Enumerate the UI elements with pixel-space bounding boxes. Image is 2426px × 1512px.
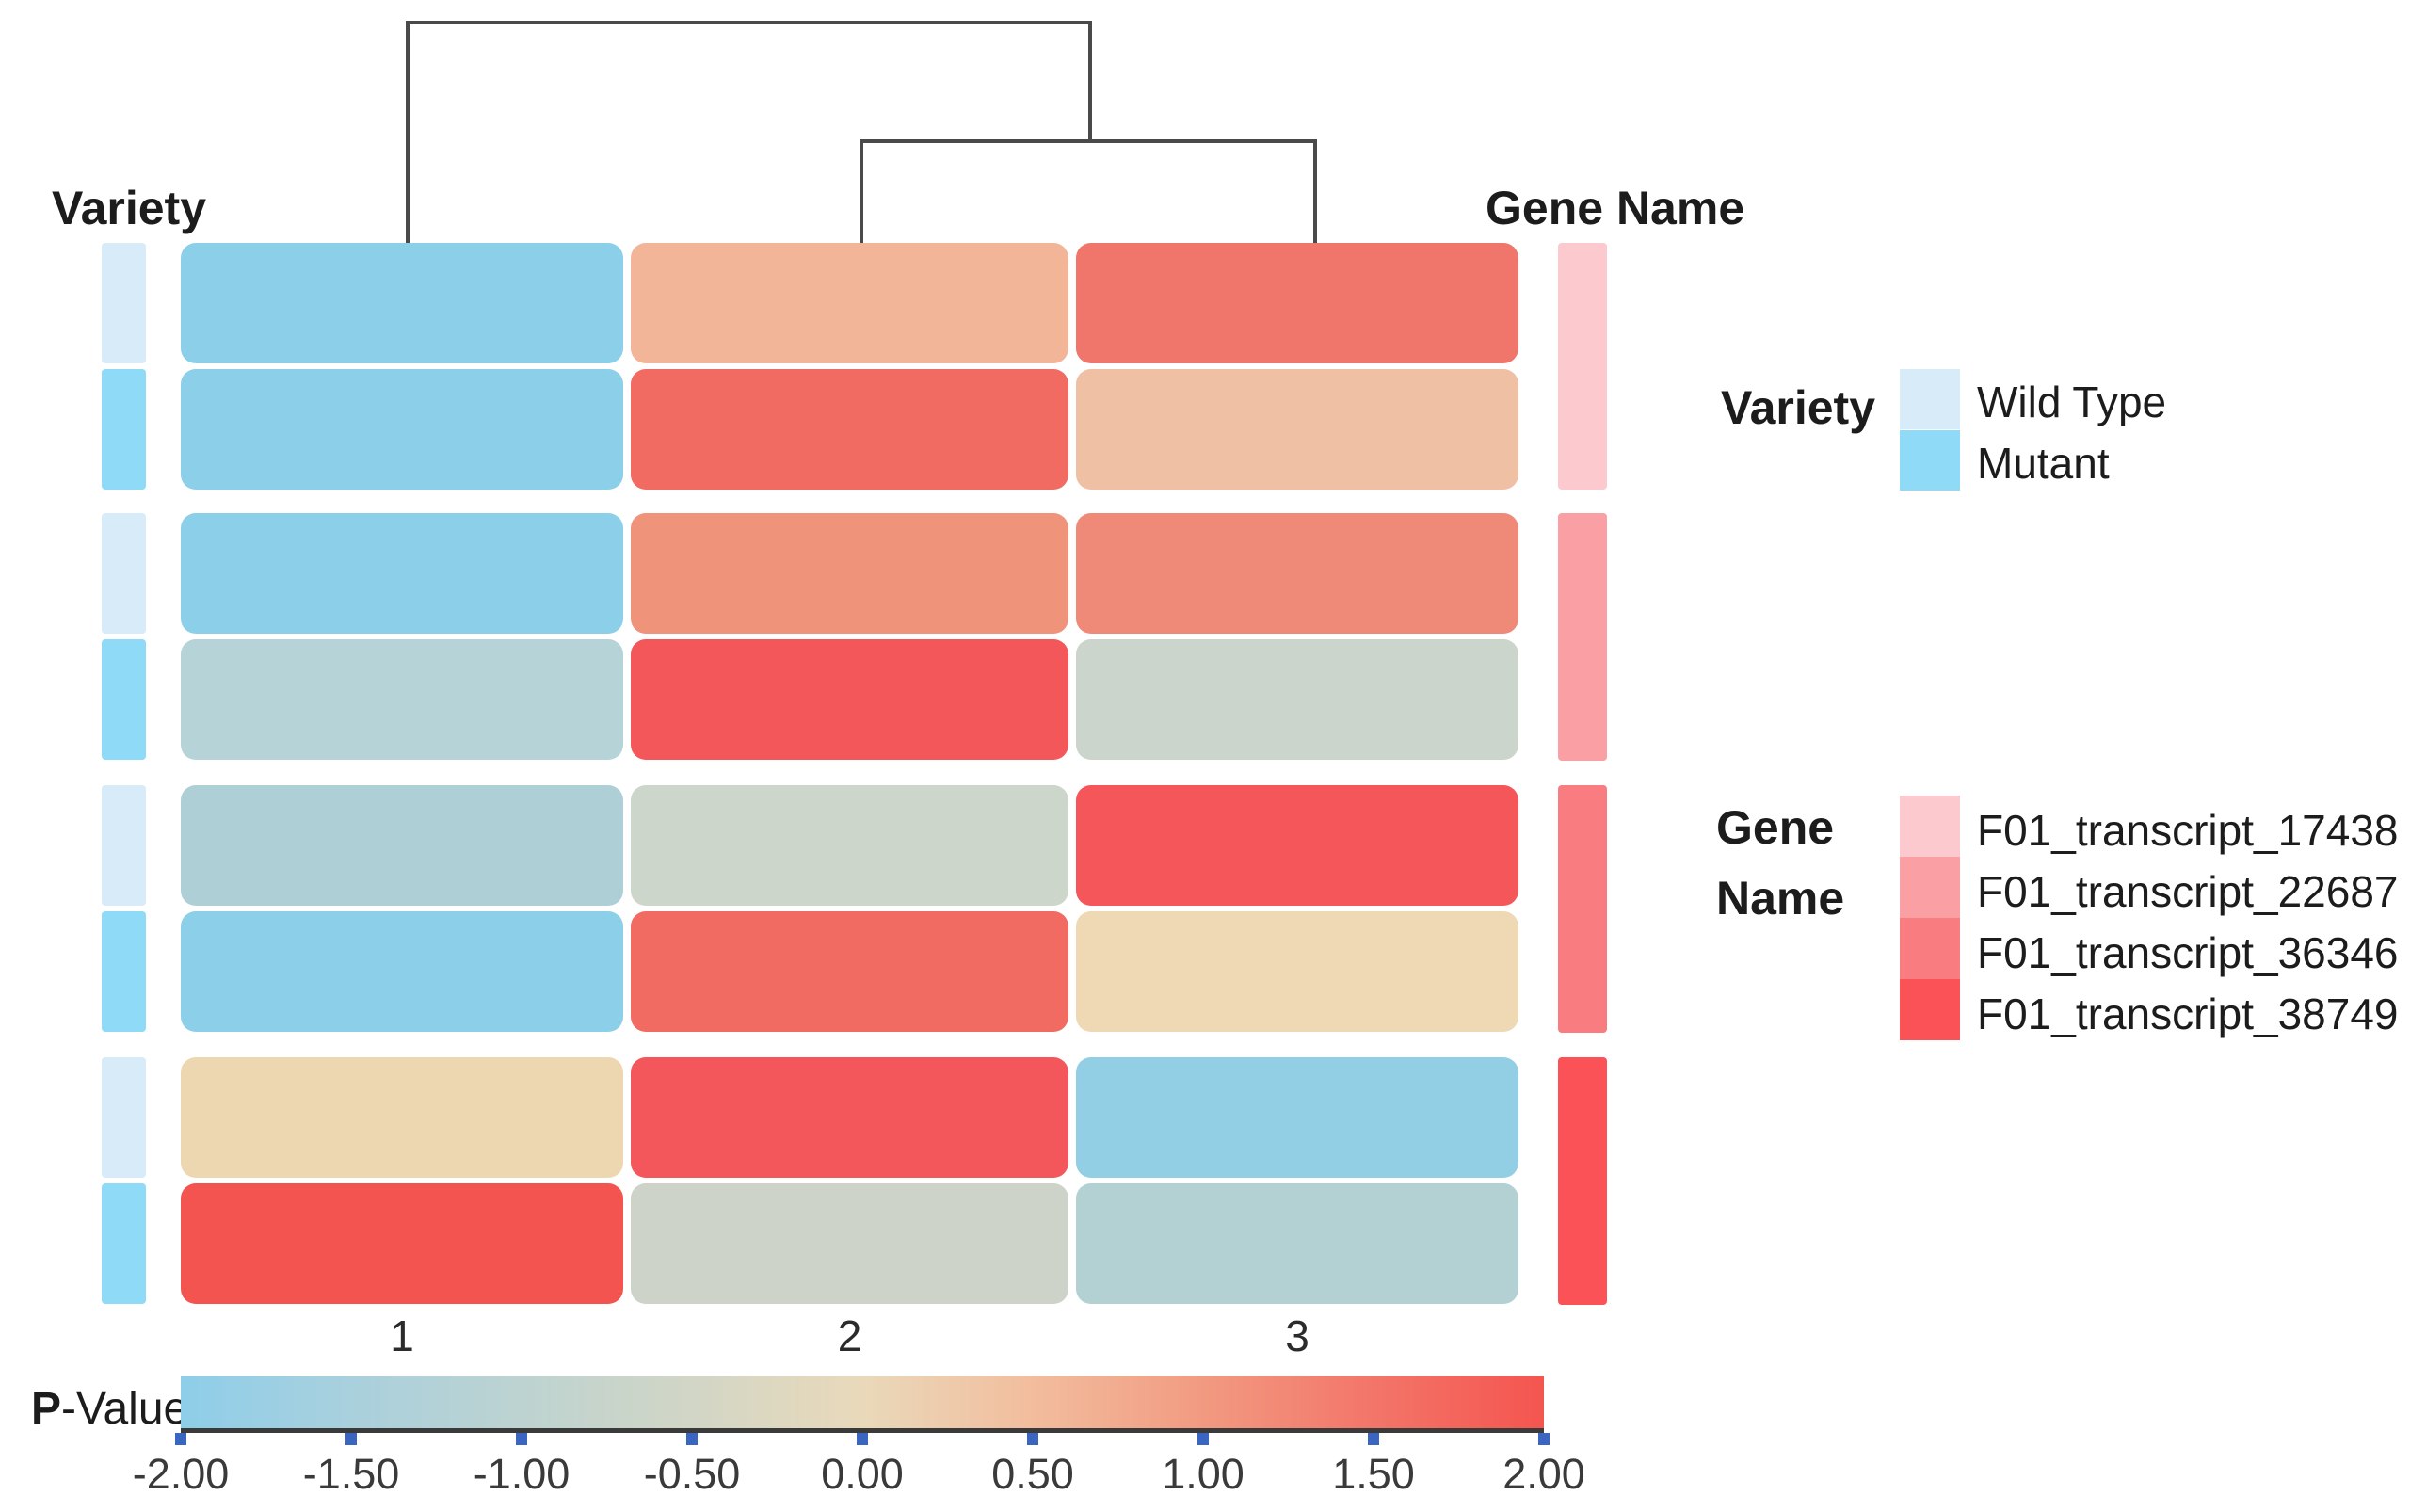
variety-annotation (102, 1183, 146, 1304)
gene-legend-swatch (1900, 796, 1960, 857)
gene-annotation (1558, 1057, 1607, 1305)
colorbar-tick-label: -1.50 (302, 1450, 400, 1498)
variety-annotation (102, 243, 146, 363)
colorbar-tick-label: -2.00 (132, 1450, 230, 1498)
heatmap-cell (631, 513, 1068, 634)
variety-legend-swatch (1900, 430, 1960, 491)
colorbar-tick-mark (1027, 1433, 1038, 1445)
pvalue-label-italic-p: P (31, 1384, 62, 1434)
gene-annotation (1558, 785, 1607, 1033)
gene-legend-swatch (1900, 979, 1960, 1040)
heatmap-cell (1076, 1183, 1518, 1304)
gene-legend-label: F01_transcript_38749 (1977, 989, 2399, 1038)
variety-annotation (102, 911, 146, 1032)
gene-legend-label: F01_transcript_22687 (1977, 867, 2399, 916)
variety-legend-swatch (1900, 369, 1960, 429)
colorbar-tick-mark (1538, 1433, 1550, 1445)
column-label: 1 (390, 1311, 414, 1360)
column-label: 2 (837, 1311, 862, 1360)
heatmap-cell (181, 1183, 623, 1304)
gene-legend-label: F01_transcript_36346 (1977, 928, 2399, 977)
gene-legend-swatch (1900, 857, 1960, 918)
heatmap-cell (631, 369, 1068, 490)
dendrogram-branches (406, 21, 1317, 243)
heatmap-cell (1076, 1057, 1518, 1178)
colorbar-tick-mark (857, 1433, 868, 1445)
heatmap-cell (631, 785, 1068, 906)
gene-legend-swatch (1900, 918, 1960, 979)
heatmap-cell (1076, 513, 1518, 634)
gene-legend-label: F01_transcript_17438 (1977, 806, 2399, 855)
colorbar-tick-mark (1368, 1433, 1379, 1445)
colorbar-tick-mark (1197, 1433, 1209, 1445)
heatmap-cell (1076, 785, 1518, 906)
gene-legend-title-line: Gene (1716, 801, 1835, 854)
heatmap-cell (181, 369, 623, 490)
variety-axis-title: Variety (52, 182, 207, 234)
colorbar-baseline (181, 1428, 1544, 1433)
gene-legend-title-line: Name (1716, 872, 1845, 925)
variety-annotation (102, 785, 146, 906)
colorbar-tick-label: 1.00 (1162, 1450, 1245, 1498)
heatmap-cell (631, 911, 1068, 1032)
colorbar-tick-mark (686, 1433, 698, 1445)
heatmap-cell (1076, 639, 1518, 760)
gene-annotation (1558, 243, 1607, 490)
colorbar-tick-label: 2.00 (1502, 1450, 1585, 1498)
colorbar-tick-label: 1.50 (1332, 1450, 1415, 1498)
variety-annotation (102, 639, 146, 760)
heatmap-cell (1076, 911, 1518, 1032)
pvalue-label-rest: -Value (61, 1384, 189, 1434)
gene-name-axis-title: Gene Name (1486, 182, 1745, 234)
heatmap-cell (1076, 243, 1518, 363)
colorbar-tick-label: 0.50 (991, 1450, 1074, 1498)
pvalue-label: P-Value (31, 1383, 188, 1435)
heatmap-cell (181, 639, 623, 760)
variety-legend-label: Wild Type (1977, 378, 2167, 426)
variety-annotation (102, 513, 146, 634)
heatmap-cell (631, 1057, 1068, 1178)
variety-annotation (102, 1057, 146, 1178)
heatmap-cell (631, 639, 1068, 760)
colorbar-tick-label: -0.50 (643, 1450, 741, 1498)
colorbar-tick-label: 0.00 (821, 1450, 904, 1498)
colorbar-tick-label: -1.00 (473, 1450, 570, 1498)
heatmap-cell (181, 911, 623, 1032)
heatmap-cell (181, 1057, 623, 1178)
variety-legend-title: Variety (1721, 381, 1876, 434)
gene-annotation (1558, 513, 1607, 761)
colorbar-tick-mark (175, 1433, 186, 1445)
variety-annotation (102, 369, 146, 490)
colorbar-tick-mark (516, 1433, 527, 1445)
heatmap-cell (631, 243, 1068, 363)
variety-legend-label: Mutant (1977, 439, 2110, 488)
column-label: 3 (1285, 1311, 1309, 1360)
colorbar-tick-mark (345, 1433, 357, 1445)
heatmap-cell (181, 513, 623, 634)
pvalue-colorbar-gradient (181, 1376, 1544, 1428)
heatmap-cell (1076, 369, 1518, 490)
heatmap-cell (181, 785, 623, 906)
heatmap-cell (631, 1183, 1068, 1304)
heatmap-cell (181, 243, 623, 363)
